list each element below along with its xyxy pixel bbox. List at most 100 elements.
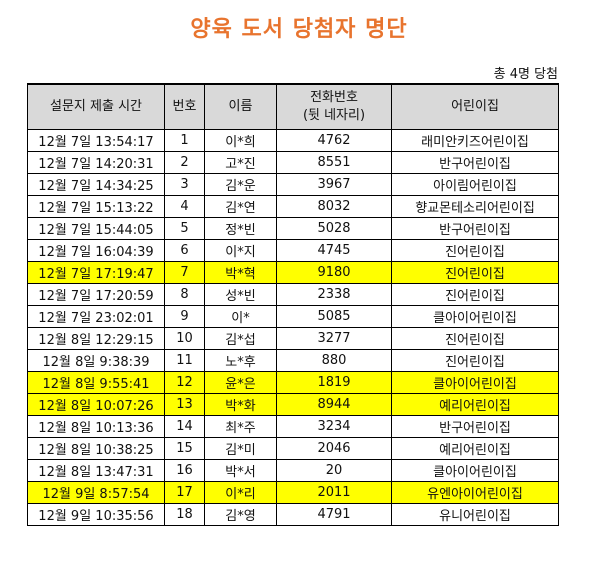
cell-daycare: 향교몬테소리어린이집 bbox=[391, 195, 559, 218]
cell-name: 노*후 bbox=[204, 349, 277, 372]
cell-phone: 3234 bbox=[276, 415, 392, 438]
table-header-row: 설문지 제출 시간 번호 이름 전화번호 (뒷 네자리) 어린이집 bbox=[27, 83, 559, 130]
cell-name: 윤*은 bbox=[204, 371, 277, 394]
table-row: 12월 7일 14:20:31 2 고*진 8551 반구어린이집 bbox=[27, 151, 559, 174]
cell-name: 고*진 bbox=[204, 151, 277, 174]
cell-time: 12월 7일 23:02:01 bbox=[27, 305, 165, 328]
cell-time: 12월 7일 14:34:25 bbox=[27, 173, 165, 196]
col-header-number: 번호 bbox=[164, 83, 205, 130]
cell-phone: 8032 bbox=[276, 195, 392, 218]
cell-name: 김*연 bbox=[204, 195, 277, 218]
cell-daycare: 아이림어린이집 bbox=[391, 173, 559, 196]
cell-daycare: 진어린이집 bbox=[391, 261, 559, 284]
table-row: 12월 7일 15:13:22 4 김*연 8032 향교몬테소리어린이집 bbox=[27, 195, 559, 218]
col-header-name: 이름 bbox=[204, 83, 277, 130]
table-row: 12월 7일 13:54:17 1 이*희 4762 래미안키즈어린이집 bbox=[27, 129, 559, 152]
cell-daycare: 진어린이집 bbox=[391, 327, 559, 350]
cell-number: 11 bbox=[164, 349, 205, 372]
col-header-phone: 전화번호 (뒷 네자리) bbox=[276, 83, 392, 130]
cell-phone: 4791 bbox=[276, 503, 392, 526]
page-title: 양육 도서 당첨자 명단 bbox=[190, 17, 408, 42]
cell-phone: 4745 bbox=[276, 239, 392, 262]
cell-time: 12월 9일 8:57:54 bbox=[27, 481, 165, 504]
cell-number: 13 bbox=[164, 393, 205, 416]
cell-number: 4 bbox=[164, 195, 205, 218]
cell-phone: 5028 bbox=[276, 217, 392, 240]
cell-time: 12월 9일 10:35:56 bbox=[27, 503, 165, 526]
cell-daycare: 유니어린이집 bbox=[391, 503, 559, 526]
col-header-phone-line1: 전화번호 bbox=[310, 90, 358, 105]
cell-number: 2 bbox=[164, 151, 205, 174]
table-row: 12월 7일 15:44:05 5 정*빈 5028 반구어린이집 bbox=[27, 217, 559, 240]
cell-time: 12월 7일 16:04:39 bbox=[27, 239, 165, 262]
cell-number: 6 bbox=[164, 239, 205, 262]
cell-daycare: 유엔아이어린이집 bbox=[391, 481, 559, 504]
cell-number: 9 bbox=[164, 305, 205, 328]
cell-phone: 4762 bbox=[276, 129, 392, 152]
cell-time: 12월 8일 13:47:31 bbox=[27, 459, 165, 482]
cell-name: 성*빈 bbox=[204, 283, 277, 306]
cell-name: 이*지 bbox=[204, 239, 277, 262]
cell-phone: 3277 bbox=[276, 327, 392, 350]
table-row: 12월 8일 9:55:41 12 윤*은 1819 클아이어린이집 bbox=[27, 371, 559, 394]
cell-number: 17 bbox=[164, 481, 205, 504]
table-row: 12월 8일 13:47:31 16 박*서 20 클아이어린이집 bbox=[27, 459, 559, 482]
cell-daycare: 클아이어린이집 bbox=[391, 371, 559, 394]
cell-name: 이*리 bbox=[204, 481, 277, 504]
cell-number: 8 bbox=[164, 283, 205, 306]
cell-daycare: 예리어린이집 bbox=[391, 393, 559, 416]
table-row: 12월 9일 8:57:54 17 이*리 2011 유엔아이어린이집 bbox=[27, 481, 559, 504]
cell-number: 10 bbox=[164, 327, 205, 350]
cell-name: 정*빈 bbox=[204, 217, 277, 240]
cell-daycare: 래미안키즈어린이집 bbox=[391, 129, 559, 152]
cell-time: 12월 7일 15:44:05 bbox=[27, 217, 165, 240]
cell-phone: 8944 bbox=[276, 393, 392, 416]
col-header-time: 설문지 제출 시간 bbox=[27, 83, 165, 130]
cell-phone: 2011 bbox=[276, 481, 392, 504]
table-row: 12월 7일 17:20:59 8 성*빈 2338 진어린이집 bbox=[27, 283, 559, 306]
winner-table: 설문지 제출 시간 번호 이름 전화번호 (뒷 네자리) 어린이집 12월 7일… bbox=[27, 83, 559, 526]
cell-daycare: 진어린이집 bbox=[391, 239, 559, 262]
cell-time: 12월 7일 17:20:59 bbox=[27, 283, 165, 306]
cell-phone: 1819 bbox=[276, 371, 392, 394]
cell-time: 12월 7일 13:54:17 bbox=[27, 129, 165, 152]
cell-daycare: 클아이어린이집 bbox=[391, 459, 559, 482]
cell-name: 김*섭 bbox=[204, 327, 277, 350]
cell-time: 12월 8일 10:07:26 bbox=[27, 393, 165, 416]
cell-daycare: 반구어린이집 bbox=[391, 217, 559, 240]
cell-phone: 20 bbox=[276, 459, 392, 482]
cell-phone: 3967 bbox=[276, 173, 392, 196]
cell-phone: 5085 bbox=[276, 305, 392, 328]
cell-name: 박*화 bbox=[204, 393, 277, 416]
cell-phone: 880 bbox=[276, 349, 392, 372]
cell-name: 박*혁 bbox=[204, 261, 277, 284]
table-row: 12월 7일 16:04:39 6 이*지 4745 진어린이집 bbox=[27, 239, 559, 262]
cell-time: 12월 8일 9:38:39 bbox=[27, 349, 165, 372]
cell-number: 18 bbox=[164, 503, 205, 526]
cell-daycare: 클아이어린이집 bbox=[391, 305, 559, 328]
table-row: 12월 8일 10:13:36 14 최*주 3234 반구어린이집 bbox=[27, 415, 559, 438]
cell-daycare: 반구어린이집 bbox=[391, 151, 559, 174]
cell-time: 12월 8일 12:29:15 bbox=[27, 327, 165, 350]
cell-daycare: 반구어린이집 bbox=[391, 415, 559, 438]
cell-name: 최*주 bbox=[204, 415, 277, 438]
cell-time: 12월 7일 14:20:31 bbox=[27, 151, 165, 174]
table-row: 12월 7일 17:19:47 7 박*혁 9180 진어린이집 bbox=[27, 261, 559, 284]
cell-number: 12 bbox=[164, 371, 205, 394]
winner-count: 총 4명 당첨 bbox=[493, 67, 558, 82]
cell-time: 12월 7일 15:13:22 bbox=[27, 195, 165, 218]
cell-phone: 2338 bbox=[276, 283, 392, 306]
cell-time: 12월 7일 17:19:47 bbox=[27, 261, 165, 284]
cell-name: 김*미 bbox=[204, 437, 277, 460]
cell-name: 이*희 bbox=[204, 129, 277, 152]
table-row: 12월 8일 9:38:39 11 노*후 880 진어린이집 bbox=[27, 349, 559, 372]
cell-number: 7 bbox=[164, 261, 205, 284]
cell-daycare: 예리어린이집 bbox=[391, 437, 559, 460]
cell-time: 12월 8일 10:13:36 bbox=[27, 415, 165, 438]
cell-name: 김*영 bbox=[204, 503, 277, 526]
col-header-phone-line2: (뒷 네자리) bbox=[302, 108, 366, 123]
table-row: 12월 8일 10:07:26 13 박*화 8944 예리어린이집 bbox=[27, 393, 559, 416]
cell-time: 12월 8일 9:55:41 bbox=[27, 371, 165, 394]
cell-name: 이* bbox=[204, 305, 277, 328]
cell-phone: 2046 bbox=[276, 437, 392, 460]
